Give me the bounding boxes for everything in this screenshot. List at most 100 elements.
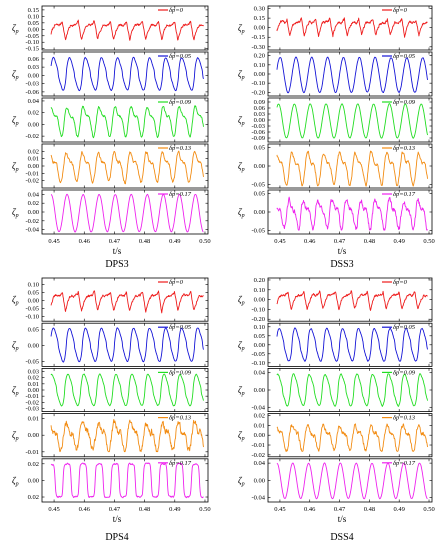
legend-label: δp=0.17	[393, 460, 416, 467]
y-axis-label: ζp	[238, 207, 245, 219]
series-line	[276, 290, 428, 311]
y-axis-label: ζp	[12, 207, 19, 219]
x-tick-label: 0.49	[169, 238, 180, 245]
y-axis-label: ζp	[12, 115, 19, 127]
chart-caption: DSS3	[330, 259, 353, 270]
y-tick-label: -0.05	[251, 227, 265, 234]
y-tick-label: 0.02	[28, 375, 39, 382]
y-tick-label: -0.20	[251, 316, 265, 323]
y-tick-label: 0.01	[28, 156, 39, 163]
series-line	[276, 373, 428, 407]
legend-label: δp=0.13	[169, 145, 192, 152]
panel-2: 0.10 0.05 0.00 -0.05 -0.10 ζp δp=0.05	[238, 322, 433, 367]
series-line	[50, 419, 204, 453]
y-tick-label: 0.05	[28, 289, 39, 296]
y-tick-label: -0.30	[251, 44, 265, 51]
series-line	[50, 105, 204, 139]
y-tick-label: 0.00	[254, 342, 265, 349]
legend-label: δp=0.13	[393, 145, 416, 152]
x-tick-label: 0.50	[199, 238, 210, 245]
series-line	[276, 196, 428, 231]
panel-frame	[41, 322, 209, 367]
y-tick-label: -0.09	[251, 135, 265, 142]
legend-label: δp=0.17	[169, 460, 192, 467]
y-tick-label: -0.05	[25, 359, 39, 366]
y-tick-label: 0.00	[28, 209, 39, 216]
x-tick-label: 0.46	[304, 506, 316, 513]
chart-caption: DPS3	[105, 259, 128, 270]
y-tick-label: -0.05	[25, 305, 39, 312]
y-axis-label: ζp	[238, 475, 245, 487]
y-axis-label: ζp	[238, 161, 245, 173]
y-tick-label: 0.00	[254, 209, 265, 216]
y-tick-label: -0.02	[25, 399, 39, 406]
series-line	[276, 56, 428, 94]
y-tick-label: -0.10	[25, 313, 39, 320]
y-tick-label: 0.02	[28, 110, 39, 117]
x-tick-label: 0.48	[364, 506, 375, 513]
series-line	[276, 17, 428, 38]
y-axis-label: ζp	[238, 295, 245, 307]
y-tick-label: 0.00	[254, 477, 265, 484]
legend-label: δp=0.13	[169, 415, 192, 422]
panel-frame	[267, 277, 433, 322]
chart-caption: DSS4	[330, 532, 353, 543]
y-tick-label: 0.20	[254, 53, 265, 60]
x-tick-label: 0.48	[364, 238, 375, 245]
y-tick-label: 0.00	[28, 297, 39, 304]
y-tick-label: 0.15	[254, 15, 265, 22]
y-axis-label: ζp	[12, 385, 19, 397]
series-line	[276, 423, 428, 452]
y-tick-label: 0.05	[28, 20, 39, 27]
legend-label: δp=0.05	[169, 324, 192, 331]
y-tick-label: -0.01	[25, 393, 39, 400]
y-tick-label: -0.04	[251, 404, 265, 411]
x-tick-label: 0.45	[48, 506, 59, 513]
y-tick-label: -0.04	[25, 227, 39, 234]
y-tick-label: 0.09	[254, 99, 265, 106]
series-line	[276, 150, 428, 187]
panel-5: 0.04 0.00 -0.04 ζp δp=0.17	[238, 458, 433, 503]
y-axis-label: ζp	[12, 340, 19, 352]
series-line	[50, 193, 204, 233]
y-tick-label: -0.10	[251, 80, 265, 87]
legend-label: δp=0.13	[393, 415, 416, 422]
y-tick-label: -0.02	[25, 178, 39, 185]
y-axis-label: ζp	[12, 23, 19, 35]
y-tick-label: -0.06	[25, 89, 39, 96]
legend-label: δp=0.09	[393, 369, 416, 376]
y-axis-label: ζp	[12, 475, 19, 487]
legend-label: δp=0.05	[393, 324, 416, 331]
y-tick-label: -0.15	[251, 34, 265, 41]
y-tick-label: 0.30	[254, 6, 265, 13]
y-axis-label: ζp	[12, 430, 19, 442]
legend-label: δp=0.17	[393, 191, 416, 198]
y-tick-label: 0.01	[28, 381, 39, 388]
panel-2: 0.05 0.00 -0.05 ζp δp=0.05	[12, 322, 209, 367]
y-tick-label: 0.10	[254, 324, 265, 331]
y-tick-label: -0.20	[251, 89, 265, 96]
y-tick-label: -0.06	[251, 129, 265, 136]
y-tick-label: 0.10	[28, 13, 39, 20]
y-tick-label: 0.00	[28, 343, 39, 350]
y-tick-label: -0.03	[251, 123, 265, 130]
panel-frame	[41, 97, 209, 143]
y-tick-label: -0.02	[251, 452, 265, 459]
panel-1: 0.100.050.00-0.05-0.10 ζp δp=0	[12, 277, 209, 322]
series-line	[50, 19, 204, 41]
panel-4: 0.02 0.01 0.00 -0.01 -0.02 ζp δp=0.13	[238, 413, 433, 459]
legend-label: δp=0.17	[169, 191, 192, 198]
legend-label: δp=0	[393, 279, 408, 286]
y-tick-label: -0.05	[251, 351, 265, 358]
y-tick-label: -0.03	[25, 406, 39, 413]
x-tick-label: 0.48	[139, 506, 150, 513]
y-tick-label: 0.06	[254, 105, 266, 112]
chart-group-dps3: 0.150.100.050.00-0.05-0.10-0.15ζpδp=00.0…	[12, 5, 211, 270]
x-tick-label: 0.47	[109, 506, 121, 513]
y-axis-label: ζp	[238, 340, 245, 352]
y-tick-label: 0.00	[254, 297, 265, 304]
y-tick-label: -0.01	[251, 442, 265, 449]
y-tick-label: 0.10	[254, 62, 265, 69]
chart-caption: DPS4	[105, 532, 128, 543]
